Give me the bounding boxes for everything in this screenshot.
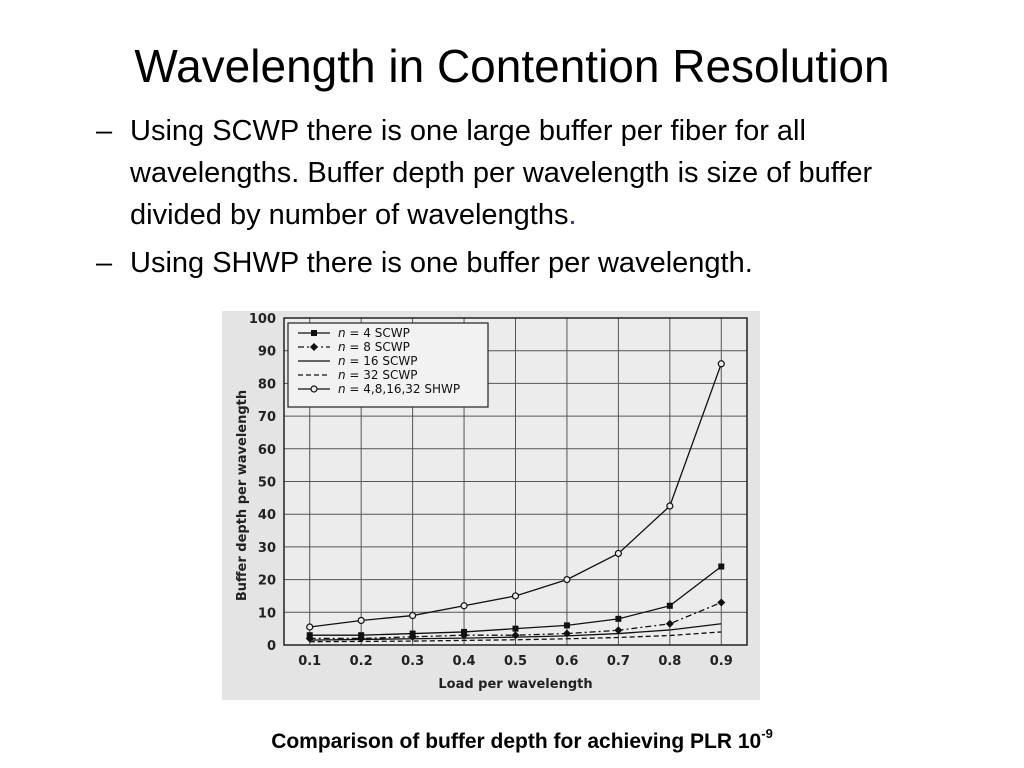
- bullet-item: – Using SCWP there is one large buffer p…: [96, 110, 956, 236]
- x-tick-label: 0.2: [350, 654, 373, 669]
- bullet-text: Using SCWP there is one large buffer per…: [130, 115, 873, 231]
- bullet-dash: –: [96, 115, 113, 147]
- data-point-series-5: [357, 616, 365, 625]
- legend-variable: n: [338, 340, 346, 354]
- legend-variable: n: [338, 382, 346, 396]
- data-point-series-5: [666, 502, 674, 510]
- caption-text: Comparison of buffer depth for achieving…: [271, 730, 762, 753]
- legend-variable: n: [338, 368, 346, 382]
- legend-variable: n: [338, 354, 346, 368]
- y-tick-label: 70: [258, 410, 276, 425]
- data-point-series-5: [511, 592, 520, 600]
- legend-value: = 8 SCWP: [346, 340, 410, 354]
- series-line-3: [309, 623, 722, 641]
- legend-value: = 4,8,16,32 SHWP: [346, 382, 461, 396]
- legend-marker-5: [310, 385, 318, 393]
- legend-value: = 32 SCWP: [346, 368, 418, 382]
- y-tick-label: 0: [267, 639, 276, 654]
- y-tick-label: 30: [258, 541, 276, 556]
- data-point-series-5: [563, 576, 571, 584]
- data-point-series-5: [306, 623, 314, 631]
- x-tick-label: 0.1: [298, 654, 321, 669]
- y-tick-label: 20: [258, 574, 276, 589]
- legend-label-1: n = 4 SCWP: [338, 326, 410, 340]
- y-tick-label: 80: [258, 377, 276, 392]
- data-point-series-2: [665, 619, 674, 628]
- y-axis-label: Buffer depth per wavelength: [235, 390, 250, 601]
- legend-box: [287, 322, 489, 408]
- data-point-series-5: [409, 611, 417, 620]
- data-point-series-5: [717, 360, 725, 368]
- data-point-series-1: [512, 625, 519, 632]
- legend-value: = 4 SCWP: [346, 326, 410, 340]
- x-tick-label: 0.3: [401, 654, 424, 669]
- plot-frame: [283, 317, 748, 646]
- data-point-series-5: [614, 549, 622, 558]
- x-tick-label: 0.7: [607, 654, 630, 669]
- bullet-dash: –: [96, 247, 113, 279]
- x-tick-label: 0.5: [504, 654, 527, 669]
- y-tick-label: 40: [258, 508, 276, 523]
- caption-exponent: -9: [761, 726, 773, 741]
- bullet-text: Using SHWP there is one buffer per wavel…: [130, 247, 753, 279]
- x-tick-label: 0.6: [555, 654, 578, 669]
- legend-value: = 16 SCWP: [346, 354, 418, 368]
- bullet-list: – Using SCWP there is one large buffer p…: [96, 110, 956, 290]
- legend-label-2: n = 8 SCWP: [338, 340, 410, 354]
- series-line-4: [309, 631, 722, 643]
- chart-figure: 0 10 20 30 40 50 60 70 80 90 100 0.1 0.2 0.3 0.4 0.5 0.6…: [222, 311, 760, 700]
- figure-caption: Comparison of buffer depth for achieving…: [0, 722, 1024, 756]
- data-point-series-2: [357, 634, 366, 643]
- legend-variable: n: [338, 326, 346, 340]
- buffer-depth-chart: 0 10 20 30 40 50 60 70 80 90 100 0.1 0.2 0.3 0.4 0.5 0.6…: [235, 312, 748, 692]
- legend-marker-2: [310, 343, 318, 351]
- y-tick-label: 10: [258, 606, 276, 621]
- legend-marker-1: [311, 330, 317, 336]
- data-point-series-2: [717, 598, 726, 607]
- y-tick-label: 60: [258, 443, 276, 458]
- data-point-series-2: [614, 626, 623, 635]
- legend-label-5: n = 4,8,16,32 SHWP: [338, 382, 460, 396]
- legend-label-4: n = 32 SCWP: [338, 368, 417, 382]
- data-point-series-1: [615, 615, 622, 622]
- x-tick-label: 0.9: [710, 654, 733, 669]
- y-tick-label: 100: [249, 312, 276, 327]
- y-tick-label: 90: [258, 345, 276, 360]
- data-point-series-1: [666, 602, 673, 609]
- bullet-trailing-period: .: [568, 199, 577, 231]
- data-point-series-1: [718, 563, 725, 570]
- bullet-item: – Using SHWP there is one buffer per wav…: [96, 242, 956, 284]
- data-point-series-2: [460, 631, 469, 640]
- data-point-series-5: [460, 602, 468, 610]
- x-axis-label: Load per wavelength: [438, 677, 592, 692]
- slide-title: Wavelength in Contention Resolution: [134, 40, 890, 92]
- x-tick-label: 0.8: [658, 654, 681, 669]
- y-tick-label: 50: [258, 476, 276, 491]
- data-point-series-1: [563, 622, 570, 629]
- legend-label-3: n = 16 SCWP: [338, 354, 417, 368]
- x-tick-label: 0.4: [453, 654, 476, 669]
